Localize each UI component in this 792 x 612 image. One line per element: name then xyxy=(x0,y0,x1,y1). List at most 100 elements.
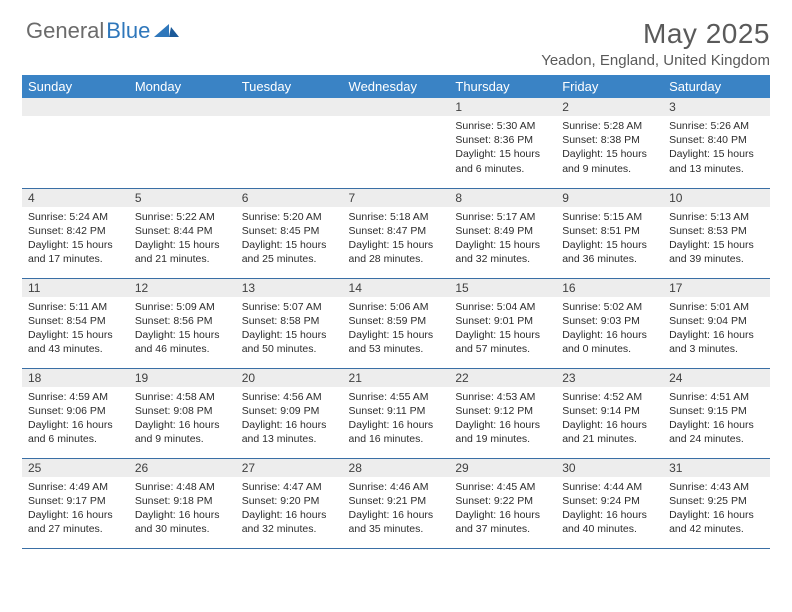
date-number: 25 xyxy=(22,459,129,477)
sunset-text: Sunset: 9:09 PM xyxy=(242,404,337,418)
sunrise-text: Sunrise: 5:15 AM xyxy=(562,210,657,224)
sunset-text: Sunset: 9:24 PM xyxy=(562,494,657,508)
sunrise-text: Sunrise: 4:45 AM xyxy=(455,480,550,494)
weekday-header: Tuesday xyxy=(236,75,343,98)
daylight-text: Daylight: 15 hours and 36 minutes. xyxy=(562,238,657,266)
date-number: 13 xyxy=(236,279,343,297)
day-details: Sunrise: 5:13 AMSunset: 8:53 PMDaylight:… xyxy=(663,207,770,270)
day-details: Sunrise: 5:28 AMSunset: 8:38 PMDaylight:… xyxy=(556,116,663,179)
sunrise-text: Sunrise: 5:07 AM xyxy=(242,300,337,314)
sunrise-text: Sunrise: 4:46 AM xyxy=(349,480,444,494)
daylight-text: Daylight: 15 hours and 53 minutes. xyxy=(349,328,444,356)
day-details: Sunrise: 4:47 AMSunset: 9:20 PMDaylight:… xyxy=(236,477,343,540)
logo: GeneralBlue xyxy=(22,18,180,44)
daylight-text: Daylight: 15 hours and 39 minutes. xyxy=(669,238,764,266)
sunrise-text: Sunrise: 5:09 AM xyxy=(135,300,230,314)
sunset-text: Sunset: 9:21 PM xyxy=(349,494,444,508)
daylight-text: Daylight: 16 hours and 35 minutes. xyxy=(349,508,444,536)
daylight-text: Daylight: 16 hours and 27 minutes. xyxy=(28,508,123,536)
date-number: 9 xyxy=(556,189,663,207)
daylight-text: Daylight: 15 hours and 6 minutes. xyxy=(455,147,550,175)
sunrise-text: Sunrise: 5:17 AM xyxy=(455,210,550,224)
sunrise-text: Sunrise: 5:02 AM xyxy=(562,300,657,314)
sunset-text: Sunset: 8:59 PM xyxy=(349,314,444,328)
date-number: 26 xyxy=(129,459,236,477)
sunrise-text: Sunrise: 4:55 AM xyxy=(349,390,444,404)
day-details: Sunrise: 5:24 AMSunset: 8:42 PMDaylight:… xyxy=(22,207,129,270)
day-details: Sunrise: 5:30 AMSunset: 8:36 PMDaylight:… xyxy=(449,116,556,179)
calendar-header-row: SundayMondayTuesdayWednesdayThursdayFrid… xyxy=(22,75,770,98)
day-details: Sunrise: 4:51 AMSunset: 9:15 PMDaylight:… xyxy=(663,387,770,450)
day-details: Sunrise: 5:17 AMSunset: 8:49 PMDaylight:… xyxy=(449,207,556,270)
sunrise-text: Sunrise: 4:43 AM xyxy=(669,480,764,494)
day-details: Sunrise: 4:44 AMSunset: 9:24 PMDaylight:… xyxy=(556,477,663,540)
day-details: Sunrise: 5:22 AMSunset: 8:44 PMDaylight:… xyxy=(129,207,236,270)
sunset-text: Sunset: 8:44 PM xyxy=(135,224,230,238)
sunset-text: Sunset: 9:17 PM xyxy=(28,494,123,508)
sunrise-text: Sunrise: 5:26 AM xyxy=(669,119,764,133)
location: Yeadon, England, United Kingdom xyxy=(541,52,770,69)
sunrise-text: Sunrise: 5:06 AM xyxy=(349,300,444,314)
sunrise-text: Sunrise: 5:20 AM xyxy=(242,210,337,224)
calendar-week-row: 25Sunrise: 4:49 AMSunset: 9:17 PMDayligh… xyxy=(22,458,770,548)
date-number: 11 xyxy=(22,279,129,297)
sunset-text: Sunset: 9:08 PM xyxy=(135,404,230,418)
sunrise-text: Sunrise: 4:58 AM xyxy=(135,390,230,404)
calendar-week-row: 11Sunrise: 5:11 AMSunset: 8:54 PMDayligh… xyxy=(22,278,770,368)
date-number: 6 xyxy=(236,189,343,207)
daylight-text: Daylight: 16 hours and 30 minutes. xyxy=(135,508,230,536)
day-details: Sunrise: 5:01 AMSunset: 9:04 PMDaylight:… xyxy=(663,297,770,360)
date-number: 18 xyxy=(22,369,129,387)
date-number: 10 xyxy=(663,189,770,207)
logo-text-blue: Blue xyxy=(106,18,150,44)
sunrise-text: Sunrise: 5:11 AM xyxy=(28,300,123,314)
calendar-day-cell: 24Sunrise: 4:51 AMSunset: 9:15 PMDayligh… xyxy=(663,368,770,458)
logo-icon xyxy=(152,18,180,44)
calendar-week-row: 18Sunrise: 4:59 AMSunset: 9:06 PMDayligh… xyxy=(22,368,770,458)
sunrise-text: Sunrise: 4:44 AM xyxy=(562,480,657,494)
daylight-text: Daylight: 16 hours and 21 minutes. xyxy=(562,418,657,446)
calendar-page: GeneralBlue May 2025 Yeadon, England, Un… xyxy=(0,0,792,559)
sunrise-text: Sunrise: 4:59 AM xyxy=(28,390,123,404)
daylight-text: Daylight: 15 hours and 50 minutes. xyxy=(242,328,337,356)
day-details: Sunrise: 5:18 AMSunset: 8:47 PMDaylight:… xyxy=(343,207,450,270)
date-number: 22 xyxy=(449,369,556,387)
day-details: Sunrise: 4:43 AMSunset: 9:25 PMDaylight:… xyxy=(663,477,770,540)
date-number: 7 xyxy=(343,189,450,207)
date-number: 4 xyxy=(22,189,129,207)
calendar-day-cell: 25Sunrise: 4:49 AMSunset: 9:17 PMDayligh… xyxy=(22,458,129,548)
calendar-day-cell: 17Sunrise: 5:01 AMSunset: 9:04 PMDayligh… xyxy=(663,278,770,368)
sunrise-text: Sunrise: 5:24 AM xyxy=(28,210,123,224)
sunrise-text: Sunrise: 5:18 AM xyxy=(349,210,444,224)
sunrise-text: Sunrise: 5:13 AM xyxy=(669,210,764,224)
date-number xyxy=(129,98,236,116)
logo-text-gray: General xyxy=(26,18,104,44)
sunset-text: Sunset: 8:54 PM xyxy=(28,314,123,328)
daylight-text: Daylight: 15 hours and 21 minutes. xyxy=(135,238,230,266)
sunset-text: Sunset: 9:18 PM xyxy=(135,494,230,508)
calendar-day-cell: 6Sunrise: 5:20 AMSunset: 8:45 PMDaylight… xyxy=(236,188,343,278)
date-number: 3 xyxy=(663,98,770,116)
date-number: 21 xyxy=(343,369,450,387)
calendar-day-cell: 19Sunrise: 4:58 AMSunset: 9:08 PMDayligh… xyxy=(129,368,236,458)
day-details: Sunrise: 4:52 AMSunset: 9:14 PMDaylight:… xyxy=(556,387,663,450)
sunset-text: Sunset: 9:15 PM xyxy=(669,404,764,418)
daylight-text: Daylight: 15 hours and 13 minutes. xyxy=(669,147,764,175)
daylight-text: Daylight: 16 hours and 42 minutes. xyxy=(669,508,764,536)
date-number: 2 xyxy=(556,98,663,116)
weekday-header: Monday xyxy=(129,75,236,98)
date-number: 20 xyxy=(236,369,343,387)
calendar-day-cell: 3 Sunrise: 5:26 AMSunset: 8:40 PMDaylight… xyxy=(663,98,770,188)
daylight-text: Daylight: 16 hours and 3 minutes. xyxy=(669,328,764,356)
sunrise-text: Sunrise: 5:22 AM xyxy=(135,210,230,224)
sunset-text: Sunset: 8:40 PM xyxy=(669,133,764,147)
calendar-day-cell: 31Sunrise: 4:43 AMSunset: 9:25 PMDayligh… xyxy=(663,458,770,548)
daylight-text: Daylight: 15 hours and 43 minutes. xyxy=(28,328,123,356)
daylight-text: Daylight: 15 hours and 28 minutes. xyxy=(349,238,444,266)
day-details: Sunrise: 5:02 AMSunset: 9:03 PMDaylight:… xyxy=(556,297,663,360)
sunset-text: Sunset: 8:49 PM xyxy=(455,224,550,238)
sunrise-text: Sunrise: 4:56 AM xyxy=(242,390,337,404)
calendar-day-cell: 11 Sunrise: 5:11 AMSunset: 8:54 PMDayligh… xyxy=(22,278,129,368)
daylight-text: Daylight: 16 hours and 0 minutes. xyxy=(562,328,657,356)
calendar-day-cell: 30Sunrise: 4:44 AMSunset: 9:24 PMDayligh… xyxy=(556,458,663,548)
